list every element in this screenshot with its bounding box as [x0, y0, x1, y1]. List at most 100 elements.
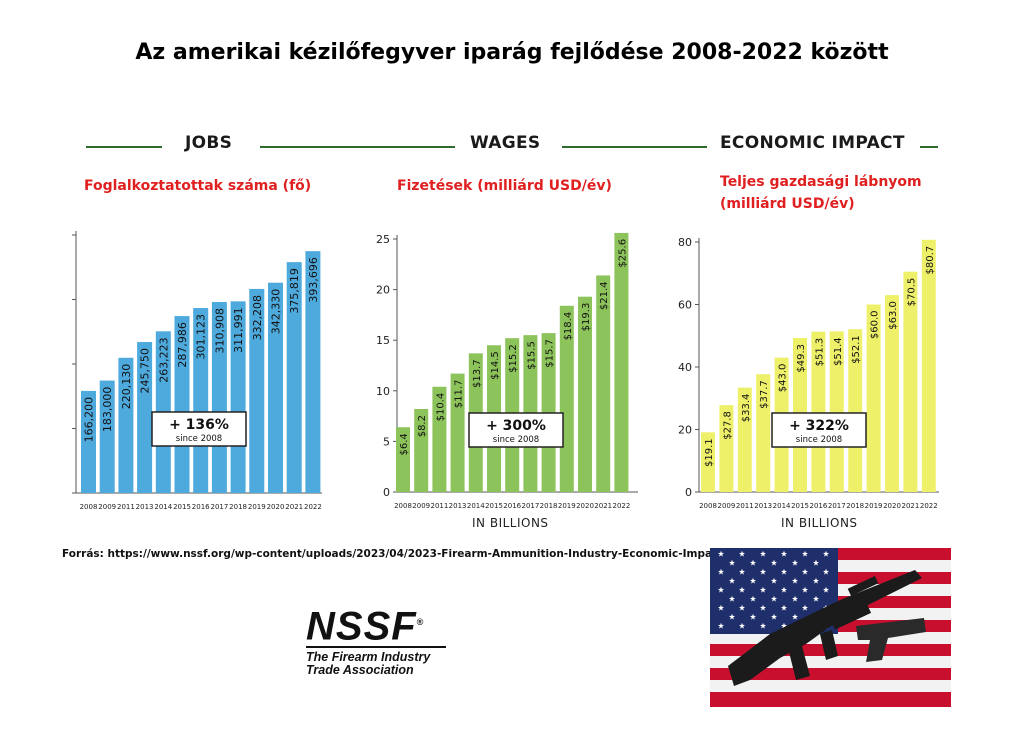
x-tick-label: 2019 — [558, 502, 576, 510]
bar-value-label: $8.2 — [417, 415, 428, 437]
star-icon — [760, 568, 766, 575]
star-icon — [792, 559, 798, 566]
bar-value-label: 220,130 — [120, 364, 133, 410]
bar — [921, 239, 936, 492]
growth-callout-value: + 136% — [169, 417, 229, 433]
x-tick-label: 2021 — [901, 502, 919, 510]
growth-callout-box — [468, 412, 564, 448]
bar-value-label: $37.7 — [759, 380, 770, 409]
bar-value-label: $43.0 — [778, 364, 789, 393]
bar-value-label: $18.4 — [563, 312, 574, 341]
bar-value-label: $52.1 — [851, 335, 862, 364]
bar-value-label: $13.7 — [472, 359, 483, 388]
y-tick-label: 0 — [383, 486, 390, 499]
star-icon — [718, 604, 724, 611]
star-icon — [729, 595, 735, 602]
bar — [903, 271, 918, 492]
bar-value-label: 310,908 — [213, 308, 226, 354]
star-icon — [760, 622, 766, 629]
x-tick-label: 2022 — [612, 502, 630, 510]
section-line — [86, 146, 162, 148]
star-icon — [792, 613, 798, 620]
star-icon — [739, 604, 745, 611]
star-icon — [718, 586, 724, 593]
x-tick-label: 2018 — [229, 503, 247, 511]
star-icon — [771, 595, 777, 602]
star-icon — [771, 559, 777, 566]
wages-bar-chart: 0 5 10 15 20 25 $6.4 2008 $8.2 2009 $10.4 2011 $11.7… — [376, 232, 638, 510]
bar-value-label: $63.0 — [888, 301, 899, 330]
bar-value-label: 287,986 — [176, 322, 189, 368]
x-tick-label: 2020 — [267, 503, 285, 511]
star-icon — [718, 550, 724, 557]
x-tick-label: 2013 — [136, 503, 154, 511]
impact-subtitle: Teljes gazdasági lábnyom (milliárd USD/é… — [720, 171, 922, 215]
x-tick-label: 2013 — [449, 502, 467, 510]
registered-mark: ® — [416, 617, 425, 627]
bar — [268, 282, 283, 493]
x-tick-label: 2014 — [467, 502, 485, 510]
y-tick-label: 10 — [376, 385, 390, 398]
bar-value-label: $6.4 — [399, 433, 410, 455]
bar — [396, 427, 410, 492]
impact-xlabel: IN BILLIONS — [781, 516, 858, 530]
bar — [596, 275, 611, 492]
growth-callout-box — [151, 411, 247, 447]
growth-callout-caption: since 2008 — [493, 435, 539, 445]
bar — [578, 296, 592, 492]
star-icon — [823, 550, 829, 557]
star-icon — [739, 622, 745, 629]
x-tick-label: 2016 — [809, 502, 827, 510]
bar — [414, 409, 429, 492]
star-icon — [750, 613, 756, 620]
wages-subtitle: Fizetések (milliárd USD/év) — [397, 178, 612, 194]
bar-value-label: $15.5 — [526, 341, 537, 370]
flag-with-rifle-photo — [710, 548, 951, 707]
star-icon — [792, 595, 798, 602]
star-icon — [729, 559, 735, 566]
bar — [701, 432, 715, 492]
star-icon — [802, 586, 808, 593]
star-icon — [813, 577, 819, 584]
x-tick-label: 2008 — [394, 502, 412, 510]
star-icon — [781, 604, 787, 611]
rifle-icon — [728, 570, 922, 686]
jobs-subtitle: Foglalkoztatottak száma (fő) — [84, 178, 312, 194]
star-icon — [750, 595, 756, 602]
bar-value-label: $49.3 — [796, 344, 807, 373]
x-tick-label: 2021 — [285, 503, 303, 511]
x-tick-label: 2019 — [248, 503, 266, 511]
bar-value-label: $11.7 — [454, 380, 465, 409]
x-tick-label: 2020 — [576, 502, 594, 510]
growth-callout-caption: since 2008 — [176, 434, 222, 444]
growth-callout-value: + 322% — [789, 418, 849, 434]
growth-callout-box — [771, 412, 867, 448]
bar — [614, 232, 629, 493]
x-tick-label: 2014 — [154, 503, 172, 511]
star-icon — [771, 577, 777, 584]
x-tick-label: 2021 — [594, 502, 612, 510]
wages-xlabel: IN BILLIONS — [472, 516, 549, 530]
bar-value-label: 263,223 — [157, 337, 170, 383]
star-icon — [750, 577, 756, 584]
x-tick-label: 2009 — [412, 502, 430, 510]
bar — [450, 373, 465, 492]
star-icon — [781, 622, 787, 629]
star-icon — [802, 604, 808, 611]
bar — [756, 374, 771, 492]
bar — [885, 295, 899, 492]
bar — [81, 390, 96, 493]
bar-value-label: $27.8 — [722, 411, 733, 440]
x-tick-label: 2017 — [210, 503, 228, 511]
star-icon — [760, 550, 766, 557]
bar-value-label: $60.0 — [870, 311, 881, 340]
bar-value-label: 183,000 — [101, 387, 114, 433]
bar-value-label: 342,330 — [270, 289, 283, 335]
x-tick-label: 2015 — [791, 502, 809, 510]
x-tick-label: 2017 — [828, 502, 846, 510]
x-tick-label: 2015 — [485, 502, 503, 510]
impact-bar-chart: 0 20 40 60 80 $19.1 2008 $27.8 2009 $33.4 2011 $37.… — [678, 236, 939, 510]
bar-value-label: $33.4 — [741, 394, 752, 423]
x-tick-label: 2008 — [699, 502, 717, 510]
nssf-tagline-2: Trade Association — [306, 663, 414, 678]
